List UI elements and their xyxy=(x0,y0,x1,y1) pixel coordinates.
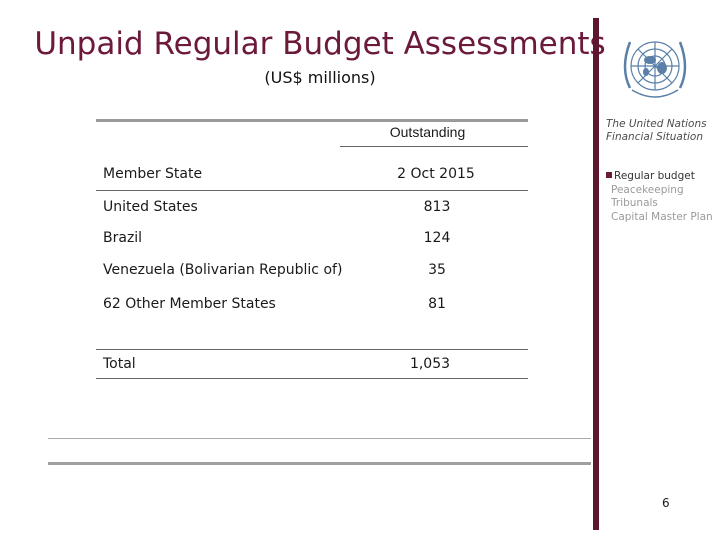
table-row-amount: 81 xyxy=(428,296,446,312)
sidebar-divider xyxy=(593,18,599,530)
total-top-rule xyxy=(96,349,528,350)
page-subtitle: (US$ millions) xyxy=(264,68,376,87)
table-row-state: Brazil xyxy=(103,230,143,246)
page-title: Unpaid Regular Budget Assessments xyxy=(34,26,606,62)
sidebar-section-title: The United Nations Financial Situation xyxy=(606,118,707,143)
footer-rule-1 xyxy=(48,438,591,439)
sidebar-item-tribunals[interactable]: Tribunals xyxy=(611,197,658,209)
sidebar-item-peacekeeping[interactable]: Peacekeeping xyxy=(611,183,684,196)
footer-rule-2 xyxy=(48,462,591,465)
table-row-state: 62 Other Member States xyxy=(103,296,276,312)
total-label: Total xyxy=(103,356,136,372)
table-row-amount: 35 xyxy=(428,262,446,278)
table-row-amount: 124 xyxy=(423,230,451,246)
table-row-state: Venezuela (Bolivarian Republic of) xyxy=(103,262,343,278)
sidebar-item-capital-master-plan[interactable]: Capital Master Plan xyxy=(611,210,713,223)
sidebar-item-regular-budget[interactable]: Regular budget xyxy=(606,170,718,184)
table-top-rule xyxy=(96,119,528,122)
sidebar-nav: Regular budget Peacekeeping Tribunals Ca… xyxy=(606,170,718,224)
page-number: 6 xyxy=(662,496,670,510)
group-header-rule xyxy=(340,146,528,147)
table-row-state: United States xyxy=(103,199,198,215)
un-emblem-icon xyxy=(623,41,687,98)
column-header-date: 2 Oct 2015 xyxy=(397,166,475,182)
column-header-member-state: Member State xyxy=(103,166,203,182)
header-rule xyxy=(96,190,528,191)
total-amount: 1,053 xyxy=(409,356,451,372)
column-group-header: Outstanding xyxy=(389,124,466,140)
total-bottom-rule xyxy=(96,378,528,379)
table-row-amount: 813 xyxy=(423,199,451,215)
